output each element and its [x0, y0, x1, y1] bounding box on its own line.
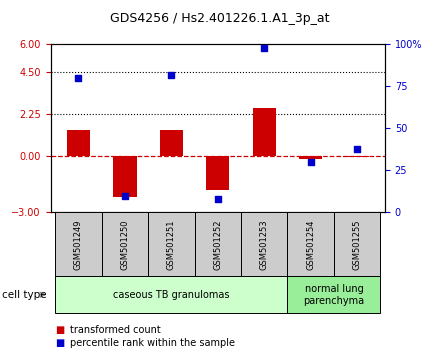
Bar: [148, 212, 194, 276]
Point: [75, 75, 82, 81]
Text: transformed count: transformed count: [70, 325, 161, 335]
Bar: [102, 212, 148, 276]
Bar: [241, 212, 287, 276]
Bar: [345, 156, 369, 157]
Text: ■: ■: [55, 325, 64, 335]
Point: [214, 196, 221, 202]
Bar: [67, 130, 90, 156]
Text: GSM501251: GSM501251: [167, 219, 176, 269]
Text: cell type: cell type: [2, 290, 47, 300]
Text: GSM501250: GSM501250: [121, 219, 129, 269]
Point: [121, 193, 128, 198]
Text: normal lung
parenchyma: normal lung parenchyma: [303, 284, 364, 306]
Bar: [55, 276, 287, 313]
Text: GSM501252: GSM501252: [213, 219, 222, 269]
Bar: [206, 156, 229, 190]
Text: caseous TB granulomas: caseous TB granulomas: [113, 290, 230, 300]
Bar: [287, 276, 380, 313]
Bar: [160, 130, 183, 156]
Point: [307, 159, 314, 165]
Bar: [287, 212, 334, 276]
Point: [261, 45, 268, 50]
Text: ■: ■: [55, 338, 64, 348]
Bar: [334, 212, 380, 276]
Bar: [55, 212, 102, 276]
Point: [354, 146, 361, 152]
Text: GSM501255: GSM501255: [352, 219, 362, 269]
Point: [168, 72, 175, 78]
Bar: [299, 156, 323, 159]
Text: GDS4256 / Hs2.401226.1.A1_3p_at: GDS4256 / Hs2.401226.1.A1_3p_at: [110, 12, 330, 25]
Bar: [194, 212, 241, 276]
Text: GSM501253: GSM501253: [260, 219, 269, 270]
Text: GSM501249: GSM501249: [74, 219, 83, 269]
Bar: [114, 156, 136, 198]
Bar: [253, 108, 276, 156]
Text: percentile rank within the sample: percentile rank within the sample: [70, 338, 235, 348]
Text: GSM501254: GSM501254: [306, 219, 315, 269]
